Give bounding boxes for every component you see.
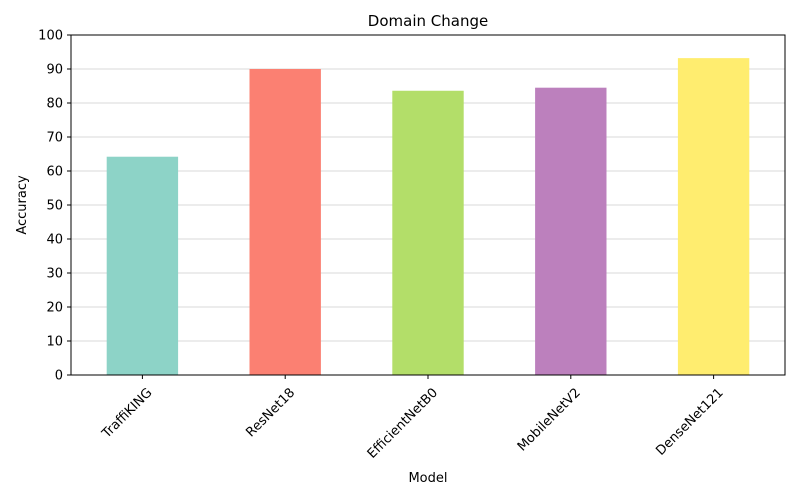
y-tick-label: 0 (55, 369, 63, 384)
y-tick-label: 50 (46, 199, 63, 214)
chart-title: Domain Change (368, 12, 488, 30)
y-ticks: 0 10 20 30 40 50 60 70 80 90 100 (38, 29, 71, 384)
bar-densenet121 (677, 58, 750, 376)
bar-mobilenetv2 (535, 87, 607, 375)
bars (106, 58, 750, 376)
x-ticks: TraffiKING ResNet18 EfficientNetB0 MobileNe… (99, 375, 727, 462)
y-tick-label: 30 (46, 267, 63, 282)
x-tick-label: DenseNet121 (653, 385, 726, 458)
y-tick-label: 10 (46, 335, 63, 350)
x-tick-label: TraffiKING (99, 385, 156, 442)
bar-traffiking (106, 156, 179, 375)
y-tick-label: 70 (46, 131, 63, 146)
y-tick-label: 20 (46, 301, 63, 316)
y-tick-label: 100 (38, 29, 63, 44)
x-tick-label: EfficientNetB0 (365, 385, 441, 461)
y-tick-label: 90 (46, 63, 63, 78)
y-tick-label: 60 (46, 165, 63, 180)
x-tick-label: ResNet18 (243, 385, 298, 440)
bar-resnet18 (249, 69, 321, 375)
y-tick-label: 40 (46, 233, 63, 248)
y-tick-label: 80 (46, 97, 63, 112)
x-axis-label: Model (408, 471, 447, 486)
bar-efficientnetb0 (392, 90, 464, 375)
x-tick-label: MobileNetV2 (515, 385, 584, 454)
y-axis-label: Accuracy (15, 175, 30, 235)
